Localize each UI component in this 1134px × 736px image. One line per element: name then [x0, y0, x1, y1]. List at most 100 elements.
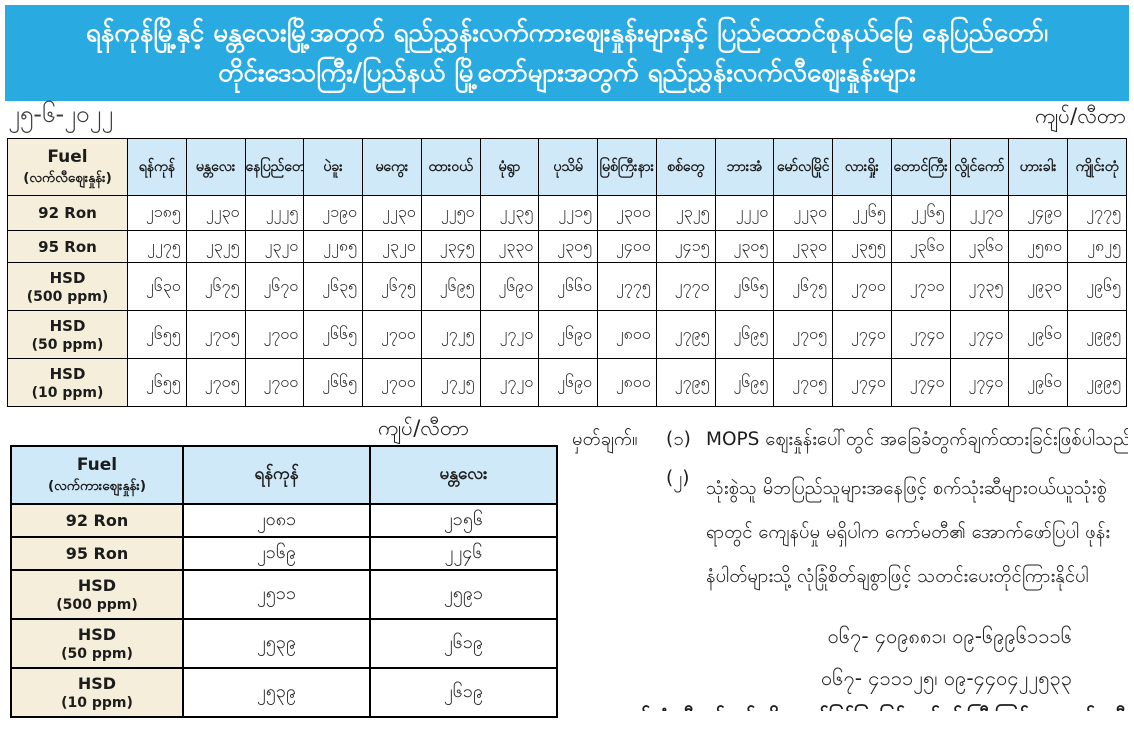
table-row-hsd50: HSD (50 ppm) ၂၆၅၅ ၂၇၀၅ ၂၇၀၀ ၂၆၆၅ ၂၇၀၀ ၂၇၂…	[7, 310, 1127, 359]
price-cell: ၂၇၀၀	[244, 358, 305, 407]
price-cell: ၂၈၀၀	[597, 310, 657, 359]
price-cell: ၂၇၀၅	[773, 310, 833, 359]
price-cell: ၂၇၀၀	[244, 310, 305, 359]
price-cell: ၂၅၈၀	[1008, 230, 1068, 263]
price-cell: ၂၂၂၅	[244, 195, 305, 231]
price-cell: ၂၇၀၀	[362, 310, 422, 359]
price-cell: ၂၆၉၀	[479, 262, 540, 311]
city-column-header: မန္တလေး	[369, 445, 558, 505]
price-cell: ၂၆၁၉	[369, 618, 558, 669]
price-cell: ၂၂၈၅	[303, 230, 363, 263]
price-cell: ၂၇၀၅	[185, 310, 246, 359]
price-cell: ၂၉၃၀	[1008, 262, 1068, 311]
bottom-section: ကျပ်/လီတာ Fuel (လက်ကားဈေးနှုန်း) ရန်ကုန်…	[0, 411, 1134, 718]
header-row: Fuel (လက်လီဈေးနှုန်း) ရန်ကုန် မန္တလေး နေ…	[7, 138, 1127, 196]
price-cell: ၂၇၇၅	[597, 262, 657, 311]
price-cell: ၂၆၉၀	[538, 310, 598, 359]
fuel-column-header: Fuel (လက်လီဈေးနှုန်း)	[7, 138, 128, 196]
price-cell: ၂၁၅၆	[369, 503, 558, 538]
price-cell: ၂၆၇၅	[185, 262, 246, 311]
price-cell: ၂၂၇၀	[949, 195, 1010, 231]
phone-number-1: ၀၆၇- ၄၀၉၈၈၁၊ ၀၉-၆၉၉၆၁၁၁၆	[827, 624, 1072, 648]
price-cell: ၂၂၂၀	[714, 195, 775, 231]
price-cell: ၂၅၉၁	[369, 569, 558, 620]
table-row-95ron: 95 Ron ၂၂၇၅ ၂၃၂၅ ၂၃၂၀ ၂၂၈၅ ၂၃၂၀ ၂၃၄၅ ၂၃၃…	[7, 230, 1127, 263]
title-banner: ရန်ကုန်မြို့နှင့် မန္တလေးမြို့အတွက် ရည်ည…	[5, 5, 1129, 101]
price-cell: ၂၄၉၀	[1008, 195, 1068, 231]
price-cell: ၂၃၆၀	[949, 230, 1010, 263]
fuel-header-subtitle: (လက်လီဈေးနှုန်း)	[23, 170, 112, 186]
table-row-hsd500: HSD (500 ppm) ၂၅၁၁ ၂၅၉၁	[10, 569, 558, 620]
price-cell: ၂၂၃၀	[773, 195, 833, 231]
note-text: MOPS ဈေးနှုန်းပေါ်တွင် အခြေခံတွက်ချက်ထား…	[706, 429, 1128, 450]
price-cell: ၂၂၆၅	[832, 195, 892, 231]
price-cell: ၂၆၉၅	[714, 310, 775, 359]
price-cell: ၂၇၂၅	[420, 310, 481, 359]
price-cell: ၂၉၉၅	[1067, 358, 1127, 407]
table-row-hsd10: HSD (10 ppm) ၂၅၃၉ ၂၆၁၉	[10, 667, 558, 718]
price-cell: ၂၉၆၅	[1067, 262, 1127, 311]
city-column-header: စစ်တွေ	[655, 138, 716, 196]
city-column-header: ဘားအံ	[714, 138, 775, 196]
price-cell: ၂၆၇၅	[362, 262, 422, 311]
city-column-header: မန္တလေး	[185, 138, 246, 196]
retail-price-table: Fuel (လက်လီဈေးနှုန်း) ရန်ကုန် မန္တလေး နေ…	[7, 138, 1127, 407]
note-item-1: မှတ်ချက်။ (၁) MOPS ဈေးနှုန်းပေါ်တွင် အခြ…	[572, 425, 1128, 455]
table-row-hsd50: HSD (50 ppm) ၂၅၃၉ ၂၆၁၉	[10, 618, 558, 669]
price-cell: ၂၃၂၅	[185, 230, 246, 263]
table-row-hsd500: HSD (500 ppm) ၂၆၃၀ ၂၆၇၅ ၂၆၇၀ ၂၆၃၅ ၂၆၇၅ ၂၆…	[7, 262, 1127, 311]
fuel-row-label: 95 Ron	[10, 536, 184, 571]
price-cell: ၂၃၅၅	[832, 230, 892, 263]
price-cell: ၂၇၀၅	[185, 358, 246, 407]
city-column-header: မြစ်ကြီးနား	[597, 138, 657, 196]
notes-section: မှတ်ချက်။ (၁) MOPS ဈေးနှုန်းပေါ်တွင် အခြ…	[568, 411, 1134, 711]
table-row-92ron: 92 Ron ၂၀၈၁ ၂၁၅၆	[10, 503, 558, 538]
price-cell: ၂၃၃၀	[479, 230, 540, 263]
price-cell: ၂၆၆၀	[538, 262, 598, 311]
price-cell: ၂၇၉၅	[655, 310, 716, 359]
note-item-2: (၂) သုံးစွဲသူ မိဘပြည်သူများအနေဖြင့် စက်သ…	[666, 467, 1128, 599]
price-cell: ၂၇၂၀	[479, 358, 540, 407]
price-cell: ၂၆၅၅	[127, 358, 187, 407]
city-column-header: ဟားခါး	[1008, 138, 1068, 196]
fuel-column-header: Fuel (လက်ကားဈေးနှုန်း)	[10, 445, 184, 505]
table-row-92ron: 92 Ron ၂၁၈၅ ၂၂၃၀ ၂၂၂၅ ၂၁၉၀ ၂၂၃၀ ၂၂၅၀ ၂၂၃…	[7, 195, 1127, 231]
price-cell: ၂၄၁၅	[655, 230, 716, 263]
date-label: ၂၅-၆-၂၀၂၂	[8, 100, 113, 128]
price-cell: ၂၇၄၀	[890, 358, 951, 407]
price-cell: ၂၉၉၅	[1067, 310, 1127, 359]
price-cell: ၂၆၁၉	[369, 667, 558, 718]
city-column-header: လားရှိုး	[832, 138, 892, 196]
price-cell: ၂၆၃၅	[303, 262, 363, 311]
unit-label-top: ကျပ်/လီတာ	[1034, 104, 1126, 128]
price-cell: ၂၇၂၀	[479, 310, 540, 359]
price-cell: ၂၇၇၅	[1067, 195, 1127, 231]
city-column-header: နေပြည်တော်	[244, 138, 305, 196]
price-cell: ၂၁၆၉	[182, 536, 371, 571]
fuel-row-label: 92 Ron	[7, 195, 128, 231]
note-prefix: မှတ်ချက်။	[572, 429, 638, 450]
fuel-row-label: HSD (500 ppm)	[10, 569, 184, 620]
price-cell: ၂၉၆၀	[1008, 358, 1068, 407]
price-cell: ၂၂၃၅	[479, 195, 540, 231]
price-cell: ၂၇၃၅	[949, 262, 1010, 311]
city-column-header: ရန်ကုန်	[127, 138, 187, 196]
price-cell: ၂၂၃၀	[185, 195, 246, 231]
price-cell: ၂၅၃၉	[182, 618, 371, 669]
price-cell: ၂၃၀၅	[538, 230, 598, 263]
price-cell: ၂၃၀၀	[597, 195, 657, 231]
price-cell: ၂၁၈၅	[127, 195, 187, 231]
price-cell: ၂၇၇၀	[655, 262, 716, 311]
price-cell: ၂၆၉၀	[538, 358, 598, 407]
price-cell: ၂၂၄၆	[369, 536, 558, 571]
price-cell: ၂၂၇၅	[127, 230, 187, 263]
price-cell: ၂၈၀၀	[597, 358, 657, 407]
price-cell: ၂၂၁၅	[538, 195, 598, 231]
price-cell: ၂၁၉၀	[303, 195, 363, 231]
price-cell: ၂၆၅၅	[127, 310, 187, 359]
price-cell: ၂၇၄၀	[832, 310, 892, 359]
unit-label-bottom: ကျပ်/လီတာ	[378, 416, 470, 440]
note-number: (၂)	[666, 468, 690, 489]
fuel-row-label: HSD (50 ppm)	[7, 310, 128, 359]
banner-line-2: တိုင်းဒေသကြီး/ပြည်နယ် မြို့တော်များအတွက်…	[218, 58, 916, 88]
